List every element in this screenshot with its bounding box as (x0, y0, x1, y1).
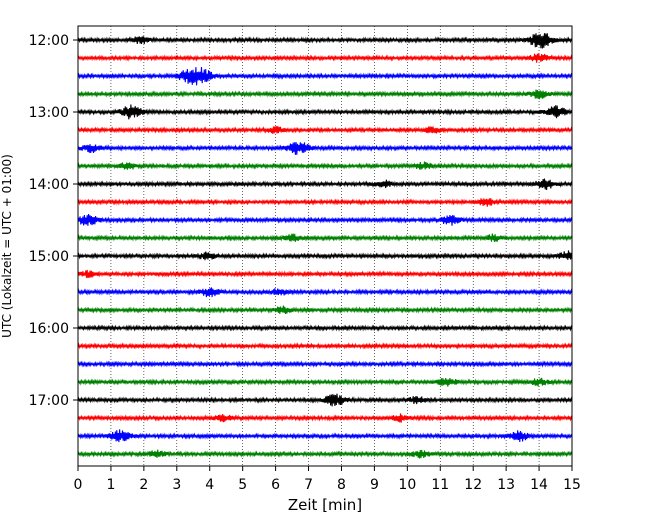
x-tick-label: 7 (304, 477, 313, 493)
x-tick-label: 3 (172, 477, 181, 493)
trace-line (77, 126, 573, 134)
y-tick-label: 15:00 (29, 249, 69, 265)
trace-line (77, 142, 573, 155)
trace-line (77, 161, 573, 170)
x-tick-label: 1 (106, 477, 115, 493)
y-tick-label: 16:00 (29, 321, 69, 337)
trace-line (77, 449, 573, 459)
trace-line (77, 89, 573, 100)
x-tick-label: 11 (431, 477, 449, 493)
trace-line (77, 305, 573, 314)
plot-frame (77, 25, 573, 467)
x-axis-label: Zeit [min] (288, 496, 362, 514)
grid-layer (110, 26, 540, 466)
trace-line (77, 429, 573, 443)
x-tick-label: 10 (398, 477, 416, 493)
x-tick-label: 4 (205, 477, 214, 493)
y-tick-label: 12:00 (29, 33, 69, 49)
x-tick-label: 5 (238, 477, 247, 493)
y-axis: 12:00 13:00 14:00 15:00 16:00 17:00 (29, 33, 78, 409)
x-tick-label: 0 (74, 477, 83, 493)
y-axis-label: UTC (Lokalzeit = UTC + 01:00) (0, 154, 14, 338)
trace-layer (77, 33, 573, 459)
trace-line (77, 413, 573, 423)
trace-line (77, 377, 573, 387)
x-tick-label: 8 (337, 477, 346, 493)
trace-line (77, 33, 573, 49)
trace-line (77, 324, 573, 332)
trace-line (77, 360, 573, 368)
x-tick-label: 15 (563, 477, 581, 493)
x-axis: 0 1 2 3 4 5 6 7 8 9 10 11 12 13 14 15 (74, 466, 581, 493)
trace-line (77, 198, 573, 207)
trace-line (77, 269, 573, 279)
x-tick-label: 14 (530, 477, 548, 493)
trace-line (77, 53, 573, 63)
x-tick-label: 12 (464, 477, 482, 493)
y-tick-label: 14:00 (29, 177, 69, 193)
trace-line (77, 233, 573, 242)
y-tick-label: 17:00 (29, 393, 69, 409)
trace-line (77, 393, 573, 407)
trace-line (77, 178, 573, 190)
x-tick-label: 6 (271, 477, 280, 493)
y-tick-label: 13:00 (29, 105, 69, 121)
trace-line (77, 250, 573, 261)
trace-line (77, 104, 573, 120)
x-tick-label: 2 (139, 477, 148, 493)
trace-line (77, 66, 573, 86)
trace-line (77, 342, 573, 350)
x-tick-label: 13 (497, 477, 515, 493)
x-tick-label: 9 (370, 477, 379, 493)
trace-line (77, 213, 573, 226)
trace-line (77, 287, 573, 298)
